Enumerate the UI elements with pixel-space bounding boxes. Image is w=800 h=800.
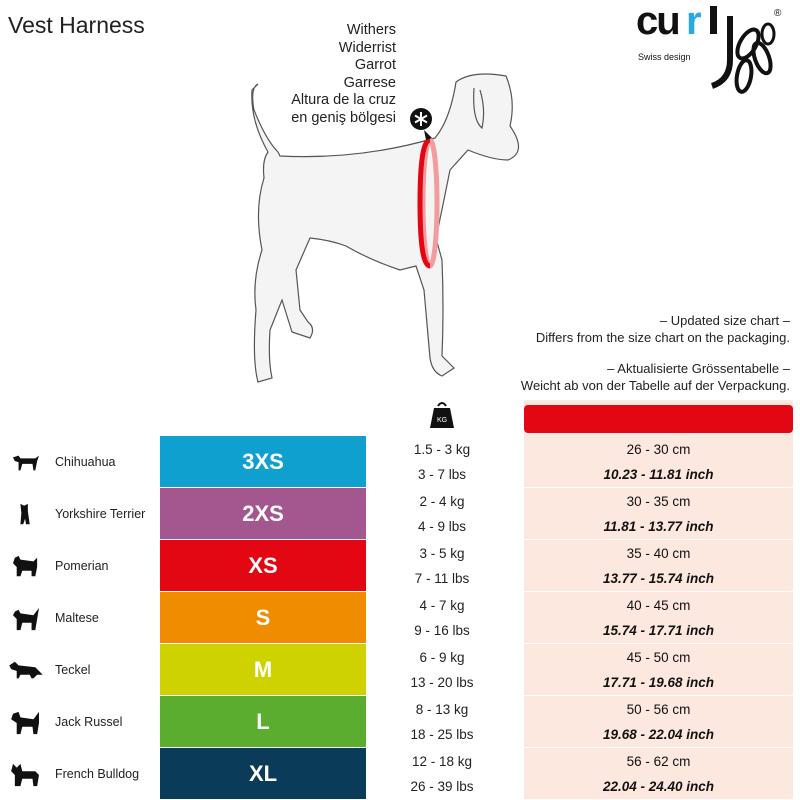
chest-inch: 19.68 - 22.04 inch [602,727,715,742]
chest-cm: 40 - 45 cm [626,598,691,613]
breed-name: Jack Russel [55,715,123,729]
size-label: 2XS [242,500,284,526]
dog-breed-icon [9,661,43,679]
weight-kg: 3 - 5 kg [419,546,465,561]
breed-name: Yorkshire Terrier [55,507,146,521]
dog-breed-icon [11,711,39,735]
dog-breed-icon [13,555,38,577]
breed-name: Teckel [55,663,91,677]
breed-name: French Bulldog [55,767,140,781]
svg-text:KG: KG [437,417,447,424]
size-badge: 2XS [160,488,366,539]
size-row: Chihuahua 3XS 1.5 - 3 kg 3 - 7 lbs 26 - … [0,436,800,488]
weight-kg: 12 - 18 kg [411,754,473,769]
weight-lbs: 7 - 11 lbs [414,571,470,586]
weight-lbs: 9 - 16 lbs [414,623,470,638]
logo-subtitle: Swiss design [638,52,691,62]
breed-name: Pomerian [55,559,109,573]
page-title: Vest Harness [8,12,145,38]
weight-lbs: 4 - 9 lbs [417,519,467,534]
measurement-cell: 26 - 30 cm 10.23 - 11.81 inch [524,436,793,487]
registered-mark: ® [774,8,782,19]
weight-kg: 1.5 - 3 kg [413,442,471,457]
weight-kg: 4 - 7 kg [419,598,465,613]
measurement-cell: 30 - 35 cm 11.81 - 13.77 inch [524,488,793,539]
withers-label: Garrot [354,57,396,73]
dog-breed-icon [11,763,39,787]
chest-cm: 45 - 50 cm [626,650,691,665]
weight-kg: 8 - 13 kg [415,702,469,717]
chest-cm: 26 - 30 cm [626,442,691,457]
size-badge: 3XS [160,436,366,487]
chest-cm: 35 - 40 cm [626,546,691,561]
size-badge: XS [160,540,366,591]
withers-label: Widerrist [338,39,396,56]
chest-inch: 11.81 - 13.77 inch [603,519,714,534]
dog-breed-icon [13,455,39,471]
chest-cm: 30 - 35 cm [626,494,691,509]
measurement-cell: 50 - 56 cm 19.68 - 22.04 inch [524,696,793,747]
note-line: Weicht ab von der Tabelle auf der Verpac… [520,378,790,393]
svg-text:cu: cu [636,0,679,43]
dog-illustration [210,60,540,390]
curli-logo: cu r Swiss design ® [636,0,786,100]
chest-cm: 56 - 62 cm [626,754,691,769]
weight-lbs: 13 - 20 lbs [410,675,474,690]
chest-inch: 10.23 - 11.81 inch [603,467,714,482]
withers-label: Withers [346,22,396,38]
weight-lbs: 26 - 39 lbs [410,779,474,794]
size-row: Yorkshire Terrier 2XS 2 - 4 kg 4 - 9 lbs… [0,488,800,540]
size-label: XL [248,760,278,786]
chest-inch: 13.77 - 15.74 inch [602,571,715,586]
weight-kg: 2 - 4 kg [419,494,465,509]
svg-text:r: r [686,0,702,43]
size-row: Jack Russel L 8 - 13 kg 18 - 25 lbs 50 -… [0,696,800,748]
note-line: Differs from the size chart on the packa… [535,330,790,345]
size-label: M [253,656,273,682]
measurement-cell: 45 - 50 cm 17.71 - 19.68 inch [524,644,793,695]
size-row: Pomerian XS 3 - 5 kg 7 - 11 lbs 35 - 40 … [0,540,800,592]
size-label: L [256,708,270,734]
withers-label: Garrese [343,74,396,91]
size-chart-note: – Updated size chart – Differs from the … [521,312,790,394]
size-row: Teckel M 6 - 9 kg 13 - 20 lbs 45 - 50 cm… [0,644,800,696]
size-badge: XL [160,748,366,799]
measurement-cell: 56 - 62 cm 22.04 - 24.40 inch [524,748,793,799]
dog-breed-icon [13,607,39,631]
chest-inch: 17.71 - 19.68 inch [602,675,715,690]
chest-inch: 22.04 - 24.40 inch [602,779,715,794]
weight-lbs: 18 - 25 lbs [410,727,474,742]
size-label: S [255,604,271,630]
size-row: Maltese S 4 - 7 kg 9 - 16 lbs 40 - 45 cm… [0,592,800,644]
chest-inch: 15.74 - 17.71 inch [602,623,715,638]
measurement-cell: 40 - 45 cm 15.74 - 17.71 inch [524,592,793,643]
size-badge: L [160,696,366,747]
measurement-cell: 35 - 40 cm 13.77 - 15.74 inch [524,540,793,591]
size-badge: M [160,644,366,695]
size-badge: S [160,592,366,643]
size-row: French Bulldog XL 12 - 18 kg 26 - 39 lbs… [0,748,800,800]
breed-name: Chihuahua [55,455,116,469]
withers-label: Altura de la cruz [291,92,396,108]
size-label: 3XS [242,448,284,474]
breed-name: Maltese [55,611,99,625]
dog-breed-icon [20,503,30,525]
weight-kg: 6 - 9 kg [419,650,465,665]
chest-cm: 50 - 56 cm [626,702,691,717]
withers-label: en geniş bölgesi [291,109,396,126]
weight-lbs: 3 - 7 lbs [417,467,467,482]
weight-kg-icon: KG [428,400,456,430]
note-line: – Updated size chart – [659,313,790,328]
measurement-header-bar [524,405,793,433]
withers-labels: Withers Widerrist Garrot Garrese Altura … [291,22,396,127]
asterisk-marker-icon [410,108,432,130]
note-line: – Aktualisierte Grössentabelle – [607,361,790,376]
size-label: XS [248,552,278,578]
